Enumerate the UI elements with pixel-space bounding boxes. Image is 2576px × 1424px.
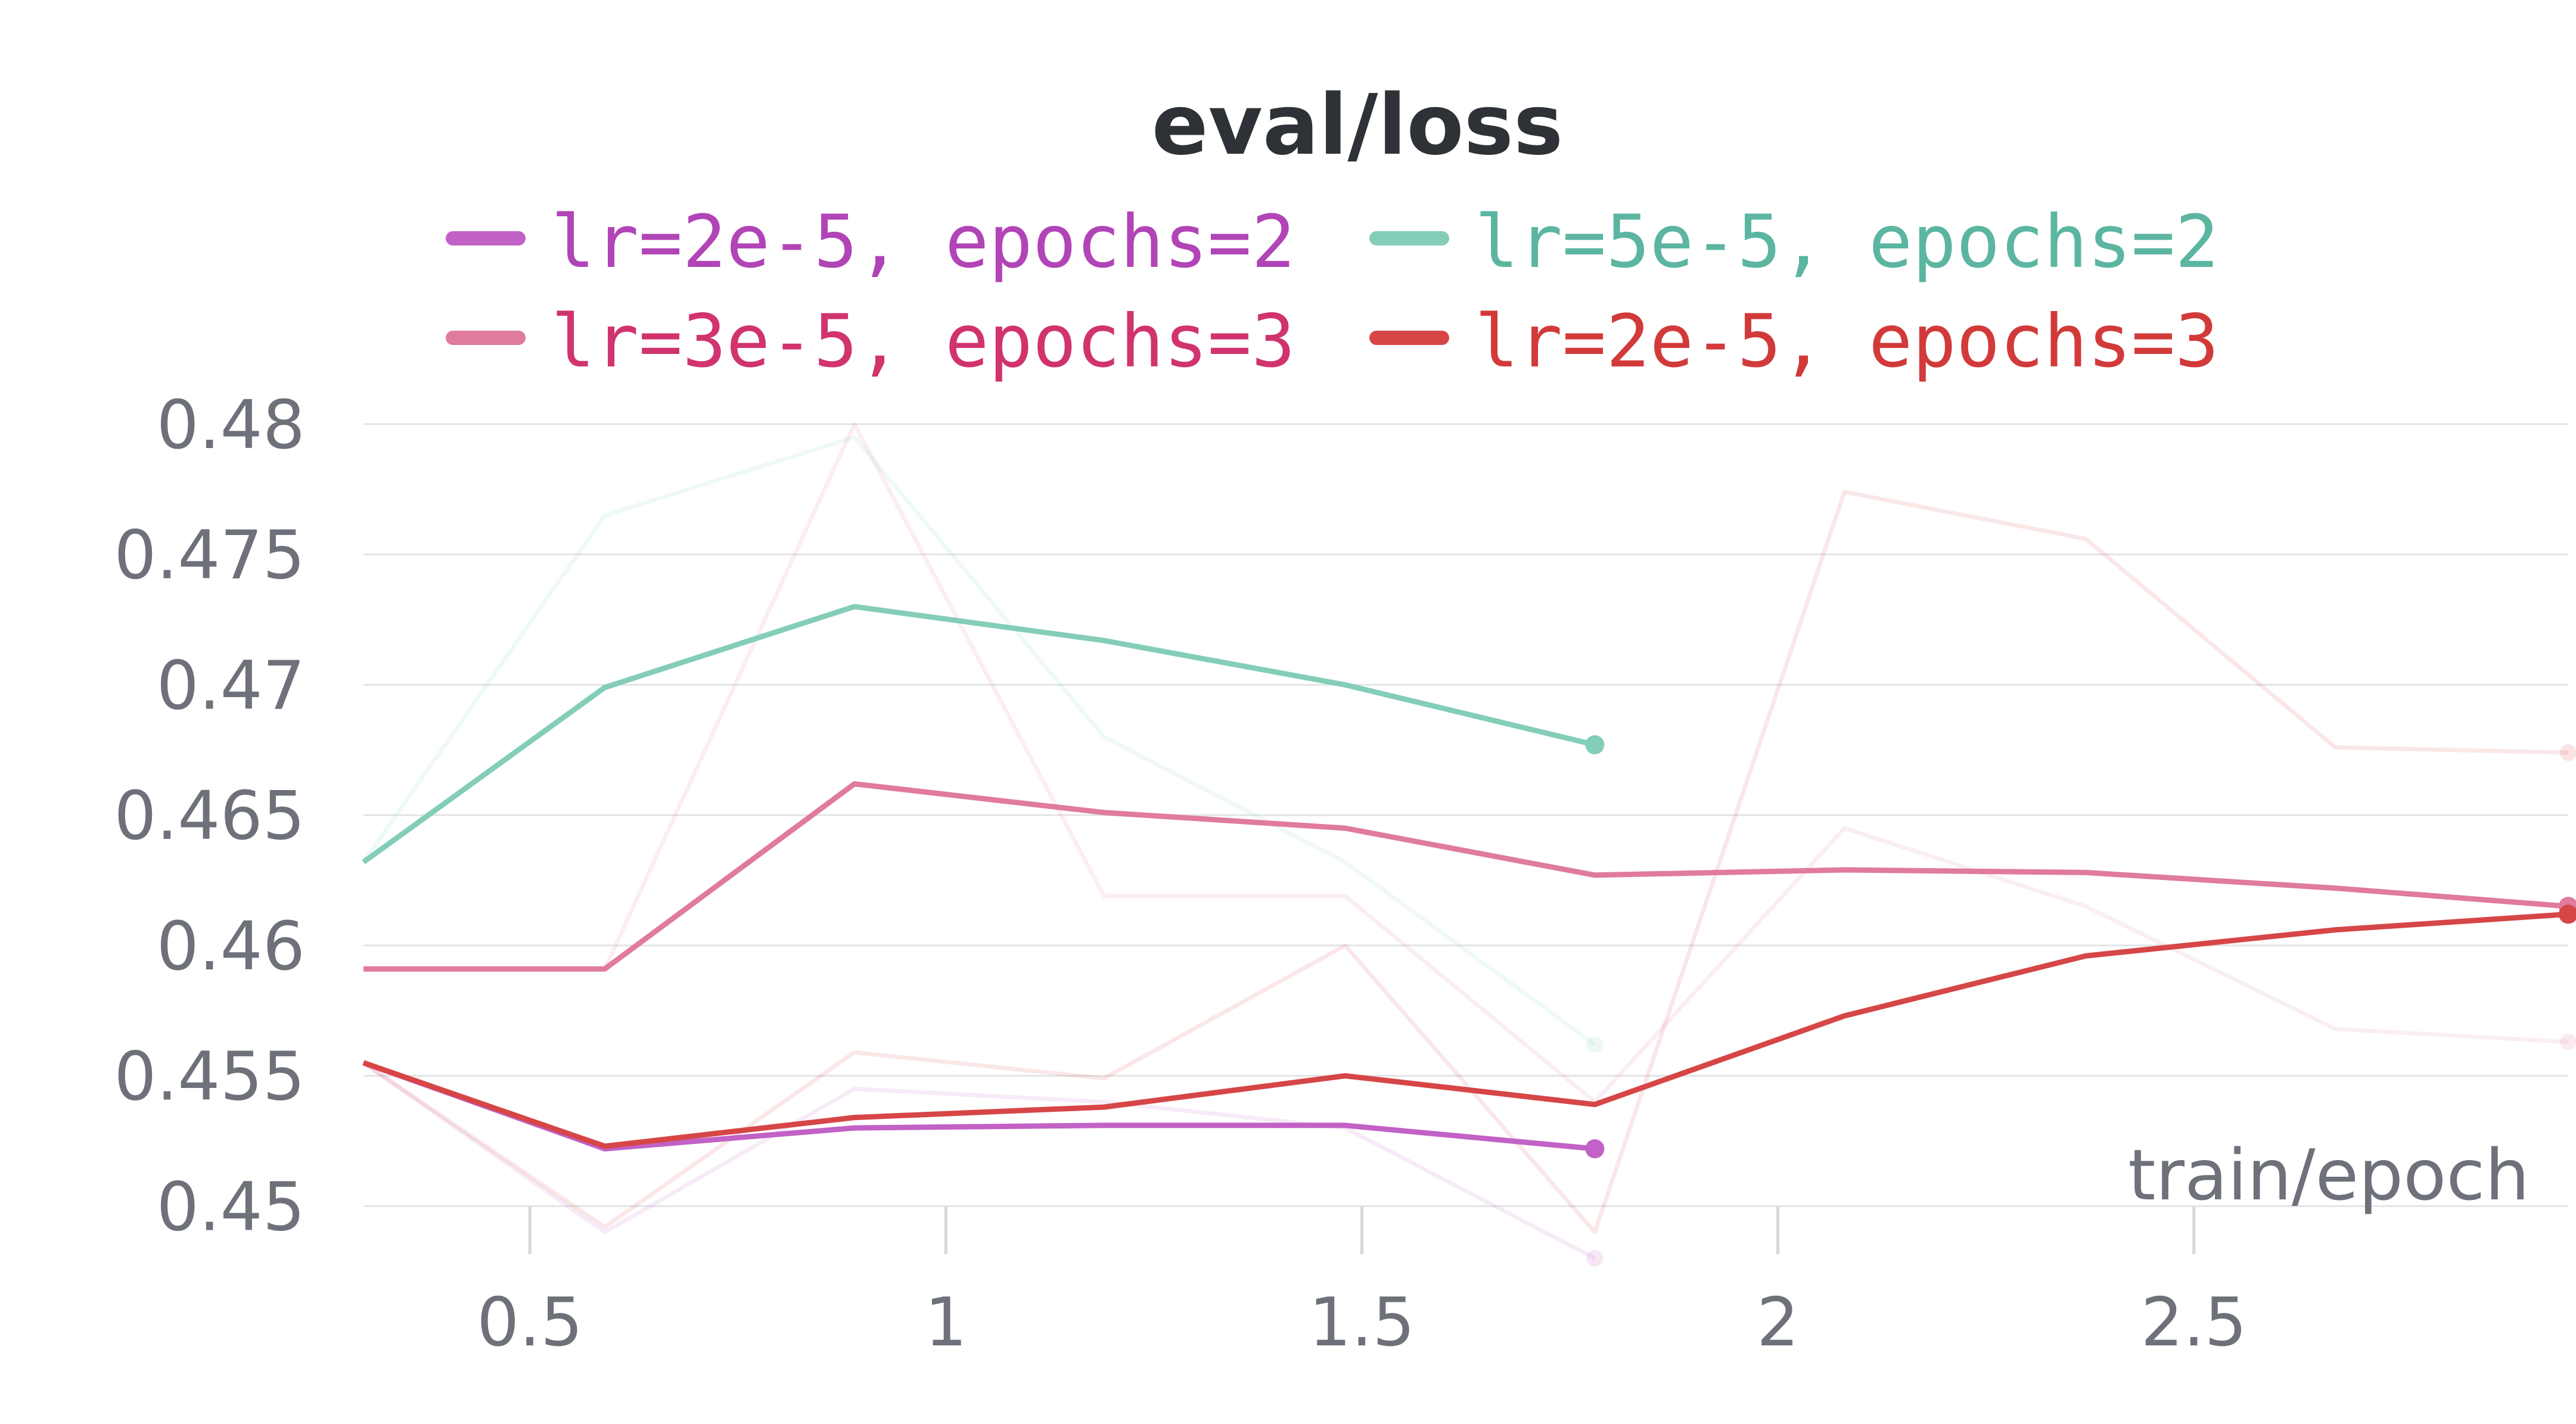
raw-end-marker [1586,1036,1604,1053]
legend-item[interactable]: lr=2e-5, epochs=3 [1369,299,2219,384]
legend-label: lr=2e-5, epochs=3 [1475,299,2219,384]
end-markers [1585,735,2576,1267]
series-line[interactable] [362,604,1596,865]
raw-series-line [362,435,1596,1046]
legend-item[interactable]: lr=3e-5, epochs=3 [446,299,1295,384]
raw-series-line [363,422,2569,1104]
y-axis-ticks: 0.45 0.455 0.46 0.465 0.47 0.475 0.48 [114,387,305,1246]
y-gridlines [363,423,2568,1207]
y-tick-label: 0.46 [157,908,305,985]
raw-end-marker [2560,1033,2576,1050]
legend-label: lr=5e-5, epochs=2 [1475,200,2219,284]
chart-title: eval/loss [1152,77,1564,174]
x-tick-label: 2.5 [2141,1284,2247,1361]
raw-series-line [362,490,2569,1235]
series-end-marker [2559,904,2576,924]
y-tick-label: 0.475 [114,517,305,595]
y-tick-label: 0.47 [157,647,305,725]
x-tick-label: 1 [925,1284,967,1361]
y-tick-label: 0.48 [157,387,305,464]
y-tick-label: 0.455 [114,1039,305,1116]
x-tick-label: 1.5 [1309,1284,1415,1361]
raw-end-marker [1586,1249,1604,1267]
series-line[interactable] [363,781,2569,972]
raw-series-line [362,1061,1596,1261]
y-tick-label: 0.45 [157,1168,305,1246]
legend-item[interactable]: lr=5e-5, epochs=2 [1369,200,2219,284]
legend: lr=2e-5, epochs=2 lr=5e-5, epochs=2 lr=3… [446,200,2219,384]
series-end-marker [1585,1139,1605,1159]
series-line[interactable] [362,911,2569,1149]
legend-item[interactable]: lr=2e-5, epochs=2 [446,200,1295,284]
y-tick-label: 0.465 [114,778,305,855]
x-axis-ticks: 0.5 1 1.5 2 2.5 [477,1207,2247,1361]
raw-series-lines [362,422,2569,1261]
x-tick-label: 0.5 [477,1284,583,1361]
legend-label: lr=3e-5, epochs=3 [551,299,1295,384]
x-axis-label: train/epoch [2128,1134,2530,1216]
legend-label: lr=2e-5, epochs=2 [551,200,1295,284]
series-end-marker [1585,735,1605,754]
smoothed-series-lines [362,604,2569,1152]
x-tick-label: 2 [1757,1284,1799,1361]
raw-end-marker [2560,744,2576,761]
